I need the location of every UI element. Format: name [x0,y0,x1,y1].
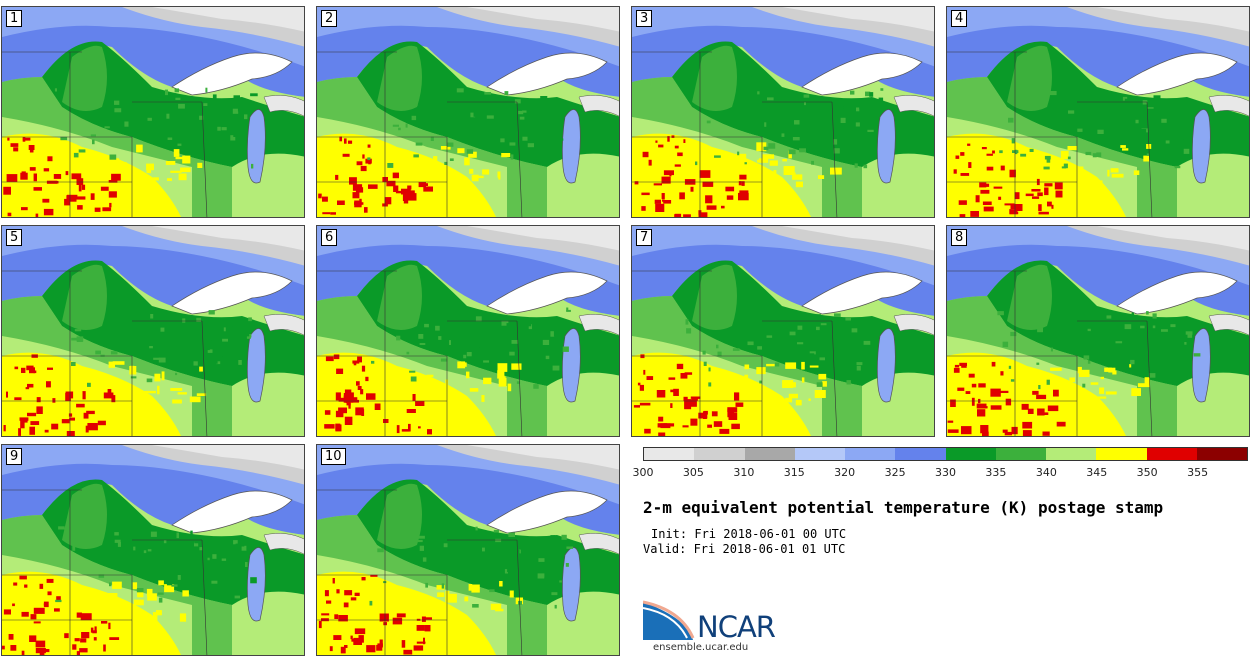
colorbar-segment [1146,448,1197,460]
colorbar-tick-label: 310 [733,466,755,479]
map-panel: 2 [316,6,620,218]
panel-number: 1 [6,10,23,27]
colorbar-tick-label: 305 [682,466,704,479]
panel-number: 8 [951,229,968,246]
colorbar-tick-label: 325 [884,466,906,479]
colorbar-segment [644,448,695,460]
colorbar-tick-label: 300 [632,466,654,479]
colorbar-tick-labels: 300 305 310 315 320 325 330 335 340 345 350 355 [0,466,1260,482]
colorbar-tick-label: 340 [1035,466,1057,479]
map-panel: 5 [1,225,305,437]
theta-e-map [317,7,619,217]
map-panel: 9 [1,444,305,656]
map-panel: 3 [631,6,935,218]
colorbar-segment [1196,448,1247,460]
panel-number: 5 [6,229,23,246]
colorbar-segment [995,448,1046,460]
colorbar-segment [694,448,745,460]
colorbar-tick-label: 350 [1136,466,1158,479]
colorbar-segment [945,448,996,460]
colorbar-segment [845,448,896,460]
init-time: Init: Fri 2018-06-01 00 UTC [651,527,847,541]
theta-e-map [947,226,1249,436]
map-panel: 6 [316,225,620,437]
panel-number: 4 [951,10,968,27]
theta-e-map [947,7,1249,217]
valid-time: Valid: Fri 2018-06-01 01 UTC [643,542,846,556]
colorbar-segment [744,448,795,460]
colorbar-tick-label: 355 [1187,466,1209,479]
theta-e-map [2,445,304,655]
map-panel: 7 [631,225,935,437]
colorbar [643,447,1248,461]
panel-number: 2 [321,10,338,27]
map-panel: 10 [316,444,620,656]
panel-number: 6 [321,229,338,246]
colorbar-segment [1046,448,1097,460]
colorbar-segment [794,448,845,460]
panel-number: 9 [6,448,23,465]
chart-title: 2-m equivalent potential temperature (K)… [643,498,1164,517]
colorbar-tick-label: 345 [1086,466,1108,479]
theta-e-map [2,226,304,436]
theta-e-map [632,226,934,436]
panel-number: 7 [636,229,653,246]
map-panel: 1 [1,6,305,218]
panel-number: 10 [321,448,346,465]
colorbar-segment [895,448,946,460]
logo-text: NCAR [697,610,776,644]
colorbar-tick-label: 315 [783,466,805,479]
theta-e-map [632,7,934,217]
colorbar-tick-label: 335 [985,466,1007,479]
colorbar-tick-label: 330 [935,466,956,479]
colorbar-tick-label: 320 [834,466,856,479]
logo-url: ensemble.ucar.edu [653,642,749,653]
map-panel: 8 [946,225,1250,437]
colorbar-segment [1096,448,1147,460]
map-panel: 4 [946,6,1250,218]
theta-e-map [2,7,304,217]
theta-e-map [317,445,619,655]
panel-number: 3 [636,10,653,27]
theta-e-map [317,226,619,436]
ncar-logo-icon [643,600,695,640]
